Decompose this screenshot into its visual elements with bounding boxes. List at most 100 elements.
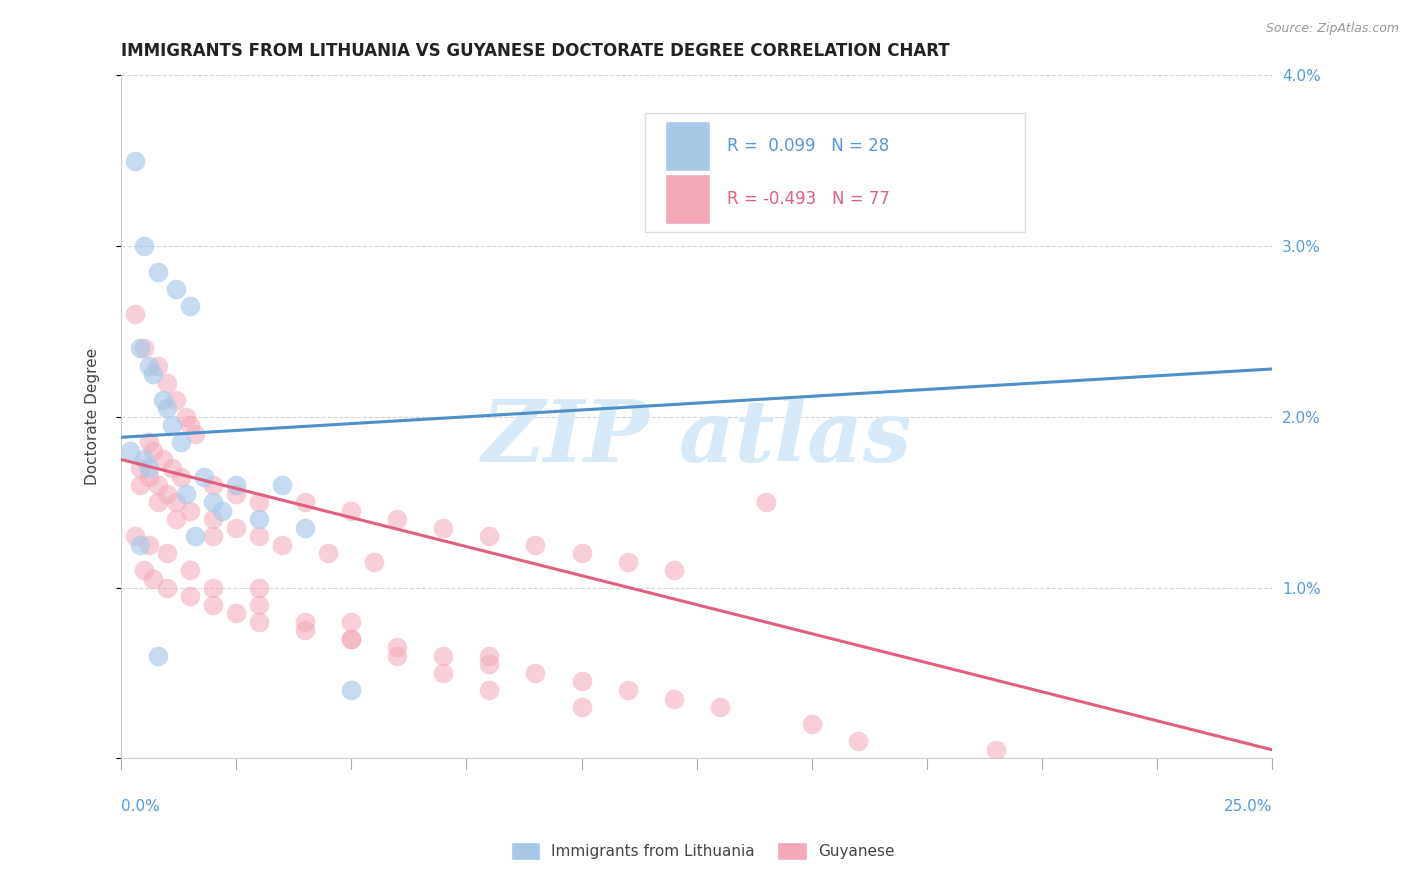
Point <box>165 512 187 526</box>
Point <box>478 529 501 543</box>
Point <box>142 444 165 458</box>
Bar <box>665 175 709 223</box>
Point <box>294 624 316 638</box>
Point <box>202 581 225 595</box>
Point <box>478 648 501 663</box>
Point <box>524 665 547 680</box>
Point <box>142 572 165 586</box>
Point <box>152 452 174 467</box>
Text: Source: ZipAtlas.com: Source: ZipAtlas.com <box>1265 22 1399 36</box>
Point <box>202 512 225 526</box>
Point <box>152 392 174 407</box>
Y-axis label: Doctorate Degree: Doctorate Degree <box>86 348 100 485</box>
Point <box>363 555 385 569</box>
Point <box>225 521 247 535</box>
Point <box>142 367 165 381</box>
Point <box>179 504 201 518</box>
Point <box>170 435 193 450</box>
Legend: Immigrants from Lithuania, Guyanese: Immigrants from Lithuania, Guyanese <box>505 835 901 866</box>
Point <box>318 546 340 560</box>
Point <box>120 444 142 458</box>
Point <box>271 478 294 492</box>
Point <box>247 495 270 509</box>
Text: IMMIGRANTS FROM LITHUANIA VS GUYANESE DOCTORATE DEGREE CORRELATION CHART: IMMIGRANTS FROM LITHUANIA VS GUYANESE DO… <box>121 42 950 60</box>
Point <box>340 615 363 629</box>
Point <box>138 538 160 552</box>
Point <box>138 469 160 483</box>
Point <box>124 307 146 321</box>
Point <box>134 452 156 467</box>
Bar <box>645 112 1025 232</box>
Point <box>202 478 225 492</box>
Point <box>184 529 207 543</box>
Point <box>846 734 869 748</box>
Point <box>755 495 778 509</box>
Point <box>134 239 156 253</box>
Point <box>616 555 638 569</box>
Point <box>247 529 270 543</box>
Point <box>134 342 156 356</box>
Point <box>156 486 179 500</box>
Point <box>138 435 160 450</box>
Point <box>156 546 179 560</box>
Point <box>193 469 215 483</box>
Point <box>432 521 454 535</box>
Point <box>225 478 247 492</box>
Text: R =  0.099   N = 28: R = 0.099 N = 28 <box>727 137 889 155</box>
Point <box>170 469 193 483</box>
Point <box>179 589 201 603</box>
Point <box>124 529 146 543</box>
Point <box>156 581 179 595</box>
Point <box>179 418 201 433</box>
Text: 25.0%: 25.0% <box>1223 799 1272 814</box>
Point <box>340 632 363 646</box>
Point <box>294 521 316 535</box>
Point <box>174 409 197 424</box>
Point <box>571 700 593 714</box>
Point <box>146 264 169 278</box>
Point <box>387 512 409 526</box>
Point <box>984 743 1007 757</box>
Point <box>156 376 179 390</box>
Point <box>225 606 247 620</box>
Bar <box>665 122 709 170</box>
Point <box>340 632 363 646</box>
Point <box>247 598 270 612</box>
Point <box>160 461 183 475</box>
Point <box>146 359 169 373</box>
Point <box>340 683 363 698</box>
Point <box>128 342 150 356</box>
Point <box>179 564 201 578</box>
Point <box>128 478 150 492</box>
Point <box>124 153 146 168</box>
Point <box>165 495 187 509</box>
Point <box>247 581 270 595</box>
Point <box>134 564 156 578</box>
Point <box>340 504 363 518</box>
Point <box>146 495 169 509</box>
Point <box>225 486 247 500</box>
Point <box>202 495 225 509</box>
Point <box>128 461 150 475</box>
Point <box>387 648 409 663</box>
Point <box>294 615 316 629</box>
Point <box>156 401 179 416</box>
Point <box>524 538 547 552</box>
Point <box>800 717 823 731</box>
Point <box>432 648 454 663</box>
Point <box>387 640 409 655</box>
Point <box>146 648 169 663</box>
Point <box>165 392 187 407</box>
Point <box>174 486 197 500</box>
Point <box>211 504 233 518</box>
Text: R = -0.493   N = 77: R = -0.493 N = 77 <box>727 190 890 208</box>
Point <box>271 538 294 552</box>
Point <box>247 615 270 629</box>
Point <box>184 426 207 441</box>
Point <box>128 538 150 552</box>
Point <box>616 683 638 698</box>
Point <box>709 700 731 714</box>
Point <box>571 674 593 689</box>
Point <box>138 461 160 475</box>
Point <box>138 359 160 373</box>
